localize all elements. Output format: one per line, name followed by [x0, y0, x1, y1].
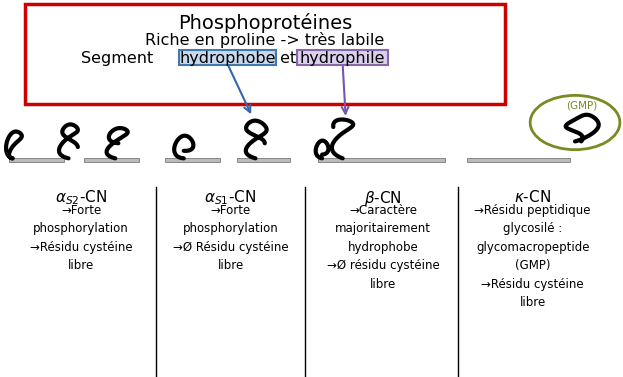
Text: Phosphoprotéines: Phosphoprotéines — [178, 13, 352, 33]
Text: Riche en proline -> très labile: Riche en proline -> très labile — [145, 32, 384, 48]
Text: hydrophile: hydrophile — [300, 51, 386, 66]
FancyBboxPatch shape — [25, 4, 505, 104]
Bar — [84, 158, 139, 162]
Text: →Forte
phosphorylation
→Résidu cystéine
libre: →Forte phosphorylation →Résidu cystéine … — [30, 204, 132, 272]
Text: et: et — [275, 51, 302, 66]
Text: $\alpha_{S2}$-CN: $\alpha_{S2}$-CN — [55, 188, 107, 207]
FancyBboxPatch shape — [297, 50, 388, 65]
Bar — [318, 158, 445, 162]
Text: (GMP): (GMP) — [566, 101, 597, 110]
Bar — [165, 158, 220, 162]
Text: $\alpha_{S1}$-CN: $\alpha_{S1}$-CN — [204, 188, 257, 207]
Text: hydrophobe: hydrophobe — [179, 51, 275, 66]
Circle shape — [530, 95, 620, 150]
Text: $\kappa$-CN: $\kappa$-CN — [514, 188, 551, 204]
Text: Segment: Segment — [81, 51, 158, 66]
Text: →Forte
phosphorylation
→Ø Résidu cystéine
libre: →Forte phosphorylation →Ø Résidu cystéin… — [173, 204, 288, 272]
Bar — [237, 158, 290, 162]
Text: →Résidu peptidique
glycosilé :
glycomacropeptide
(GMP)
→Résidu cystéine
libre: →Résidu peptidique glycosilé : glycomacr… — [475, 204, 591, 309]
Text: $\beta$-CN: $\beta$-CN — [364, 188, 402, 207]
Bar — [9, 158, 64, 162]
Bar — [467, 158, 570, 162]
Text: →Caractère
majoritairement
hydrophobe
→Ø résidu cystéine
libre: →Caractère majoritairement hydrophobe →Ø… — [327, 204, 439, 291]
FancyBboxPatch shape — [179, 50, 276, 65]
